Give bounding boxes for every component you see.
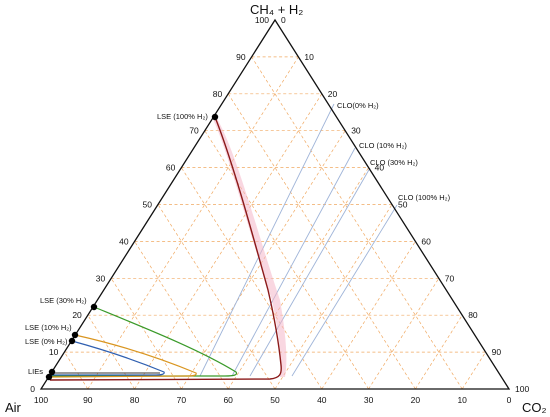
bottom-tick-label: 20 — [411, 395, 421, 405]
data-points — [45, 113, 219, 381]
bottom-tick-label: 10 — [457, 395, 467, 405]
clo-line — [231, 147, 356, 377]
right-tick-label: 80 — [468, 310, 478, 320]
apex-right-label: CO₂ — [522, 400, 547, 415]
lse-label: LIEs — [28, 367, 43, 376]
left-tick-label: 80 — [213, 89, 223, 99]
right-tick-label: 20 — [328, 89, 338, 99]
pink-band — [212, 117, 287, 377]
left-tick-label: 60 — [166, 163, 176, 173]
data-point — [68, 337, 76, 345]
grid-line — [64, 351, 89, 390]
data-point — [45, 373, 53, 381]
right-tick-label: 30 — [351, 126, 361, 136]
bottom-tick-label: 90 — [83, 395, 93, 405]
clo-label: CLO (10% H₂) — [359, 141, 407, 150]
clo-label: CLO (30% H₂) — [370, 158, 418, 167]
bottom-tick-label: 40 — [317, 395, 327, 405]
right-tick-label: 10 — [304, 52, 314, 62]
bottom-tick-label: 0 — [507, 395, 512, 405]
grid-line — [157, 204, 276, 390]
clo-line — [249, 167, 371, 377]
bottom-tick-label: 30 — [364, 395, 374, 405]
lse-label: LSE (100% H₂) — [157, 112, 208, 121]
right-tick-label: 40 — [375, 163, 385, 173]
triangle-frame — [39, 18, 511, 390]
clo-line — [199, 103, 335, 377]
left-tick-label: 0 — [30, 384, 35, 394]
bottom-tick-label: 70 — [177, 395, 187, 405]
left-tick-label: 30 — [96, 273, 106, 283]
right-tick-label: 100 — [515, 384, 529, 394]
apex-top-label: CH₄ + H₂ — [250, 2, 303, 17]
grid-line — [415, 315, 463, 390]
right-tick-label: 60 — [421, 236, 431, 246]
data-point — [48, 368, 56, 376]
clo-line — [291, 204, 398, 377]
flammability-curves — [49, 116, 282, 381]
grid-line — [181, 130, 346, 390]
left-tick-label: 70 — [189, 126, 199, 136]
lse-30-curve — [50, 306, 238, 377]
grid-line — [87, 315, 135, 390]
curve-labels: LSE (100% H₂) LSE (30% H₂) LSE (10% H₂) LSE… — [25, 101, 451, 376]
grid-line — [204, 130, 369, 390]
left-tick-label: 50 — [143, 200, 153, 210]
data-point — [71, 331, 79, 339]
grid-line — [321, 241, 416, 390]
bottom-tick-label: 50 — [270, 395, 280, 405]
lse-100-curve — [49, 116, 282, 381]
lse-10-curve — [49, 334, 197, 378]
right-tick-label: 50 — [398, 200, 408, 210]
left-tick-label: 20 — [72, 310, 82, 320]
grid-lines — [64, 56, 486, 390]
grid-line — [368, 278, 440, 390]
right-tick-label: 90 — [492, 347, 502, 357]
apex-left-label: Air — [5, 400, 22, 415]
grid-line — [274, 204, 393, 390]
bottom-tick-label: 100 — [34, 395, 48, 405]
clo-label: CLO (100% H₂) — [398, 193, 451, 202]
left-tick-label: 10 — [49, 347, 59, 357]
pink-band-shape — [212, 117, 287, 377]
right-tick-label: 70 — [445, 273, 455, 283]
clo-lines — [199, 103, 398, 377]
left-tick-label: 40 — [119, 236, 129, 246]
left-tick-label: 100 — [255, 15, 269, 25]
grid-line — [461, 351, 486, 390]
lse-label: LSE (30% H₂) — [40, 296, 87, 305]
left-tick-label: 90 — [236, 52, 246, 62]
bottom-tick-label: 80 — [130, 395, 140, 405]
grid-line — [87, 56, 299, 390]
lse-0-curve — [50, 340, 165, 376]
data-point — [211, 113, 219, 121]
grid-line — [110, 278, 182, 390]
lse-label: LSE (10% H₂) — [25, 323, 72, 332]
right-tick-label: 0 — [281, 15, 286, 25]
lse-label: LSE (0% H₂) — [25, 337, 68, 346]
data-point — [90, 303, 98, 311]
bottom-tick-label: 60 — [223, 395, 233, 405]
clo-label: CLO(0% H₂) — [337, 101, 379, 110]
grid-line — [134, 241, 229, 390]
